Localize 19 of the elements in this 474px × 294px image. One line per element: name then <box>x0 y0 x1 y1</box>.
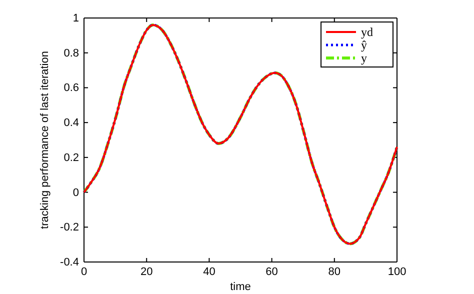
y-axis-title: tracking performance of last iteration <box>39 51 51 229</box>
y-tick-label: 1 <box>72 12 79 25</box>
legend-label: yd <box>361 25 373 39</box>
x-tick-label: 40 <box>203 266 216 278</box>
x-tick-label: 20 <box>140 266 153 278</box>
y-tick-label: -0.2 <box>60 222 79 234</box>
x-tick-label: 80 <box>328 266 341 278</box>
y-tick-label: 0.4 <box>64 117 79 130</box>
y-tick-label: 0 <box>72 186 79 199</box>
legend-label: ŷ <box>361 38 367 52</box>
x-tick-label: 0 <box>80 266 88 278</box>
x-tick-label: 100 <box>388 266 406 278</box>
y-tick-label: -0.4 <box>60 256 79 269</box>
x-axis-title: time <box>230 281 251 293</box>
legend-label: y <box>361 51 367 65</box>
y-tick-label: 0.8 <box>64 47 79 60</box>
y-tick-label: 0.6 <box>64 82 79 94</box>
y-tick-label: 0.2 <box>64 152 79 164</box>
x-tick-label: 60 <box>266 266 278 278</box>
